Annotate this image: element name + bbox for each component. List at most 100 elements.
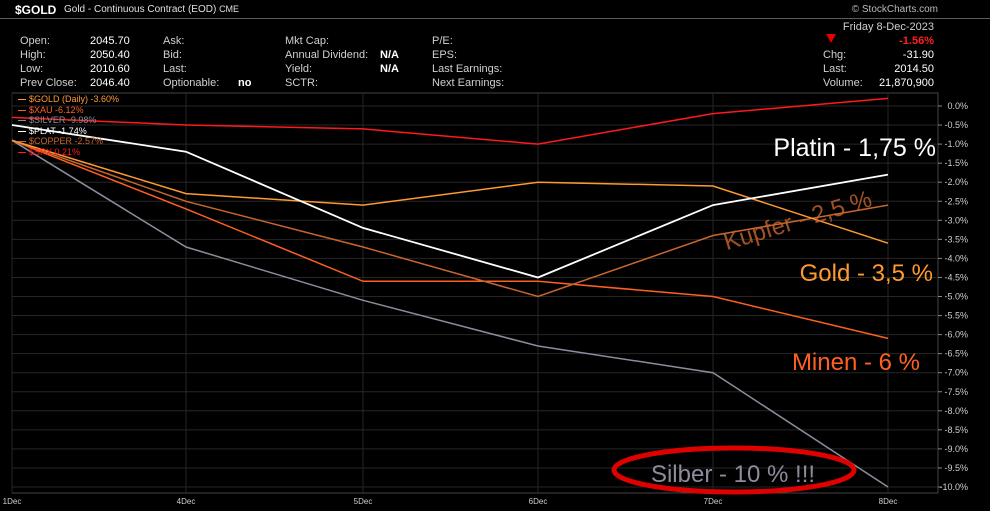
y-tick-label: -5.0%: [944, 292, 968, 302]
legend-swatch: [18, 120, 26, 122]
legend-label: $SPX 0.21%: [29, 146, 81, 157]
y-tick-label: -3.5%: [944, 234, 968, 244]
brand-watermark: © StockCharts.com: [851, 4, 938, 15]
series-line-xau: [11, 139, 889, 340]
optionable-value: no: [238, 77, 252, 89]
legend-swatch: [18, 141, 26, 143]
legend-swatch: [18, 99, 26, 101]
symbol-description: Gold - Continuous Contract (EOD) CME: [64, 4, 239, 15]
legend-label: $SILVER -9.98%: [29, 115, 97, 125]
x-tick-label: 6Dec: [529, 497, 548, 506]
annotation-label: Gold - 3,5 %: [800, 260, 933, 287]
legend-item-xau: $XAU -6.12%: [18, 105, 119, 116]
chart-legend: $GOLD (Daily) -3.60% $XAU -6.12% $SILVER -…: [18, 94, 119, 157]
eps-label: EPS:: [432, 49, 458, 61]
series-line-plat: [11, 124, 889, 279]
y-tick-label: -0.5%: [944, 120, 968, 130]
x-tick-label: 8Dec: [879, 497, 898, 506]
x-tick-label: 4Dec: [177, 497, 196, 506]
last-price-value: 2014.50: [894, 63, 934, 75]
y-tick-label: -8.5%: [944, 425, 968, 435]
y-tick-label: -8.0%: [944, 406, 968, 416]
chg-label: Chg:: [823, 49, 847, 61]
y-tick-label: -9.5%: [944, 463, 968, 473]
open-label: Open:: [20, 35, 50, 47]
chart-header: $GOLD Gold - Continuous Contract (EOD) C…: [0, 0, 990, 19]
x-axis: 1Dec 4Dec 5Dec 6Dec 7Dec 8Dec: [3, 497, 898, 506]
pe-label: P/E:: [432, 35, 453, 47]
legend-label: $PLAT -1.74%: [29, 125, 87, 136]
quote-date: Friday 8-Dec-2023: [842, 21, 934, 33]
annotation-label: Silber - 10 % !!!: [651, 461, 815, 488]
chart-series: [11, 97, 889, 488]
yield-label: Yield:: [285, 63, 313, 75]
legend-item-gold: $GOLD (Daily) -3.60%: [18, 94, 119, 105]
x-tick-label: 7Dec: [704, 497, 723, 506]
y-tick-label: -7.5%: [944, 387, 968, 397]
exchange-text: CME: [219, 4, 240, 14]
prev-close-label: Prev Close:: [20, 77, 77, 89]
bid-label: Bid:: [163, 49, 182, 61]
low-label: Low:: [20, 63, 44, 75]
last-earnings-label: Last Earnings:: [432, 63, 503, 75]
series-line-spx: [11, 97, 889, 145]
sctr-label: SCTR:: [285, 77, 318, 89]
volume-label: Volume:: [823, 77, 863, 89]
symbol-title: $GOLD: [15, 3, 57, 17]
y-tick-label: -4.5%: [944, 272, 968, 282]
legend-label: $XAU -6.12%: [29, 104, 84, 115]
y-tick-label: -4.0%: [944, 253, 968, 263]
legend-item-spx: $SPX 0.21%: [18, 147, 119, 158]
y-tick-label: -1.0%: [944, 139, 968, 149]
dividend-label: Annual Dividend:: [285, 49, 369, 61]
legend-swatch: [18, 151, 26, 153]
legend-item-plat: $PLAT -1.74%: [18, 126, 119, 137]
legend-item-copper: $COPPER -2.57%: [18, 136, 119, 147]
prev-close-value: 2046.40: [90, 77, 130, 89]
low-value: 2010.60: [90, 63, 130, 75]
open-value: 2045.70: [90, 35, 130, 47]
y-tick-label: -2.0%: [944, 177, 968, 187]
description-text: Gold - Continuous Contract (EOD): [64, 4, 217, 15]
volume-value: 21,870,900: [878, 77, 934, 89]
annotation-label: Minen - 6 %: [792, 349, 920, 376]
dividend-value: N/A: [380, 49, 399, 61]
y-tick-label: -1.5%: [944, 158, 968, 168]
y-tick-label: -6.5%: [944, 349, 968, 359]
y-tick-label: -2.5%: [944, 196, 968, 206]
annotation-label: Platin - 1,75 %: [773, 134, 936, 162]
y-tick-label: -9.0%: [944, 444, 968, 454]
legend-label: $COPPER -2.57%: [29, 136, 104, 146]
high-label: High:: [20, 49, 46, 61]
y-tick-label: -3.0%: [944, 215, 968, 225]
next-earnings-label: Next Earnings:: [432, 77, 505, 89]
last-price-label: Last:: [823, 63, 847, 75]
x-tick-label: 1Dec: [3, 497, 22, 506]
chg-value: -31.90: [902, 49, 934, 61]
y-tick-label: 0.0%: [947, 101, 968, 111]
optionable-label: Optionable:: [163, 77, 220, 89]
down-arrow-icon: [826, 34, 836, 43]
mktcap-label: Mkt Cap:: [285, 35, 330, 47]
y-tick-label: -6.0%: [944, 330, 968, 340]
pct-change: -1.56%: [899, 35, 934, 47]
series-line-gold: [11, 139, 889, 244]
y-tick-label: -5.5%: [944, 311, 968, 321]
legend-label: $GOLD (Daily) -3.60%: [29, 94, 120, 104]
y-axis: 0.0% -0.5% -1.0% -1.5% -2.0% -2.5% -3.0% -3.5% -…: [938, 101, 968, 492]
legend-swatch: [18, 109, 26, 111]
y-tick-label: -7.0%: [944, 368, 968, 378]
y-tick-label: -10.0%: [939, 482, 968, 492]
x-tick-label: 5Dec: [354, 497, 373, 506]
series-line-silver: [11, 139, 889, 488]
legend-item-silver: $SILVER -9.98%: [18, 115, 119, 126]
legend-swatch: [18, 130, 26, 132]
highlight-oval: [611, 445, 857, 495]
series-line-copper: [11, 139, 889, 298]
yield-value: N/A: [380, 63, 399, 75]
ask-label: Ask:: [163, 35, 185, 47]
last-label: Last:: [163, 63, 187, 75]
high-value: 2050.40: [90, 49, 130, 61]
